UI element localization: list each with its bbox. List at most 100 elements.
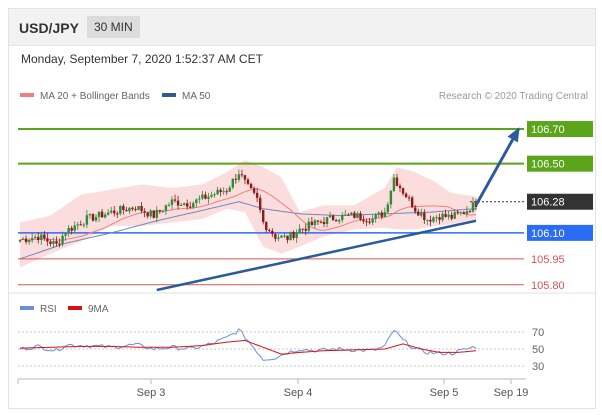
- candle-body: [444, 213, 447, 217]
- ma20-line: [19, 188, 477, 241]
- candle-body: [410, 197, 414, 208]
- candle-body: [271, 230, 274, 235]
- candle-body: [195, 199, 198, 203]
- candle-body: [231, 178, 234, 188]
- projection-arrowhead: [507, 127, 520, 143]
- candle-body: [207, 196, 210, 199]
- candle-body: [82, 224, 86, 226]
- candle-body: [103, 214, 107, 218]
- candle-body: [386, 204, 390, 213]
- candle-body: [189, 206, 192, 208]
- candle-body: [140, 206, 143, 212]
- candle-body: [407, 197, 411, 199]
- candle-body: [27, 240, 31, 242]
- interval-badge[interactable]: 30 MIN: [87, 16, 140, 38]
- candle-body: [255, 192, 259, 198]
- projection-arrow: [474, 128, 520, 206]
- candle-body: [274, 234, 277, 239]
- level-label: 105.95: [531, 254, 565, 266]
- candle-body: [73, 225, 76, 231]
- candle-body: [368, 221, 371, 223]
- candle-body: [401, 187, 405, 194]
- candle-body: [374, 214, 377, 219]
- candle-body: [213, 194, 216, 196]
- candle-body: [201, 194, 204, 199]
- candle-body: [338, 220, 341, 222]
- candle-body: [295, 232, 298, 239]
- candle-body: [331, 215, 335, 221]
- candle-body: [258, 197, 262, 211]
- candle-body: [76, 224, 79, 226]
- candle-body: [106, 212, 110, 215]
- candle-body: [365, 221, 368, 223]
- candle-body: [404, 193, 408, 198]
- candle-body: [186, 203, 189, 207]
- candle-body: [426, 219, 429, 221]
- candle-body: [170, 199, 174, 205]
- candle-body: [414, 207, 417, 212]
- candle-body: [280, 235, 283, 238]
- candle-body: [453, 212, 456, 219]
- candle-body: [429, 219, 432, 222]
- candle-body: [441, 213, 444, 220]
- candle-body: [395, 177, 399, 186]
- candle-body: [319, 221, 323, 223]
- candle-body: [192, 202, 195, 208]
- candle-body: [362, 219, 365, 222]
- candle-body: [43, 234, 46, 239]
- rsi-legend: RSI 9MA: [20, 304, 109, 315]
- candle-body: [119, 205, 122, 214]
- ma50-legend-swatch: [162, 93, 176, 97]
- candle-body: [283, 235, 286, 237]
- level-label-box: [527, 224, 593, 241]
- candle-body: [268, 230, 271, 232]
- level-label-box: [527, 121, 593, 138]
- candle-body: [70, 227, 73, 231]
- candle-body: [447, 214, 450, 217]
- candle-body: [134, 209, 137, 211]
- x-tick-label: Sep 4: [284, 387, 313, 399]
- rsi-level-label: 50: [532, 344, 544, 356]
- candle-body: [79, 224, 82, 226]
- candle-body: [350, 212, 353, 215]
- candle-body: [30, 237, 34, 241]
- candle-body: [210, 194, 213, 197]
- source-credit: Research © 2020 Trading Central: [439, 91, 588, 102]
- candle-body: [438, 217, 441, 220]
- candle-body: [164, 205, 168, 211]
- candle-body: [52, 241, 55, 244]
- ma9-legend-label: 9MA: [88, 304, 109, 315]
- symbol-title: USD/JPY: [19, 20, 79, 36]
- candle-body: [18, 239, 22, 242]
- candle-body: [21, 238, 25, 240]
- candle-body: [420, 212, 423, 216]
- candle-body: [237, 174, 241, 180]
- level-label-box: [527, 155, 593, 172]
- candle-body: [398, 185, 402, 188]
- x-tick-label: Sep 19: [494, 387, 529, 399]
- candle-body: [328, 215, 332, 218]
- candle-body: [49, 241, 52, 244]
- candle-body: [91, 214, 95, 221]
- candle-body: [182, 203, 186, 205]
- candle-body: [58, 243, 61, 245]
- chart-header: USD/JPY 30 MIN: [9, 9, 595, 46]
- candle-body: [347, 214, 350, 216]
- candle-body: [67, 227, 70, 234]
- x-tick-label: Sep 5: [430, 387, 459, 399]
- rsi-level-label: 30: [532, 361, 544, 373]
- candle-body: [34, 236, 37, 238]
- level-label: 106.10: [531, 228, 565, 240]
- candle-body: [155, 209, 158, 218]
- candle-body: [383, 212, 386, 217]
- candle-body: [353, 212, 356, 218]
- candle-body: [468, 211, 472, 213]
- rsi-legend-swatch: [20, 306, 34, 310]
- candle-body: [64, 233, 67, 236]
- candle-body: [298, 228, 301, 233]
- candle-body: [176, 200, 180, 206]
- candle-body: [417, 211, 420, 216]
- candle-body: [423, 212, 426, 221]
- candle-body: [462, 212, 466, 215]
